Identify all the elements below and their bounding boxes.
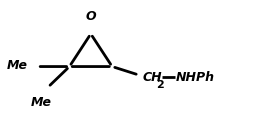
Text: O: O bbox=[85, 10, 96, 23]
Text: 2: 2 bbox=[156, 80, 163, 90]
Text: Me: Me bbox=[31, 96, 52, 109]
Text: NHPh: NHPh bbox=[176, 71, 215, 84]
Text: Me: Me bbox=[7, 59, 28, 72]
Text: CH: CH bbox=[143, 71, 163, 84]
